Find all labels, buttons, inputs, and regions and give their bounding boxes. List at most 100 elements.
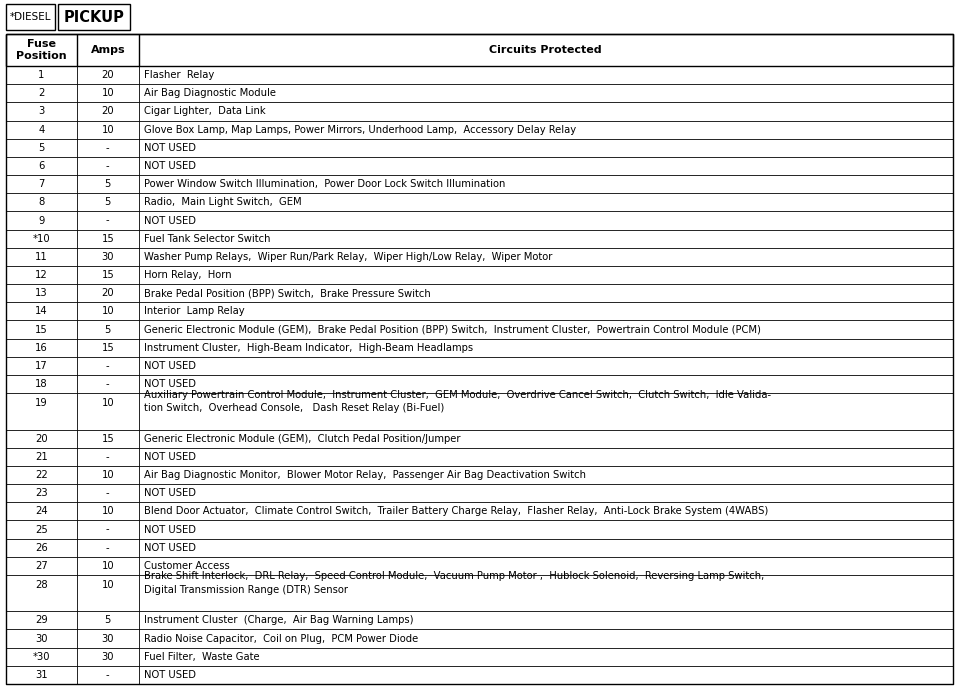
Text: Brake Pedal Position (BPP) Switch,  Brake Pressure Switch: Brake Pedal Position (BPP) Switch, Brake… [144, 288, 431, 298]
Text: Amps: Amps [90, 45, 125, 55]
Bar [6, 575, 953, 611]
Text: 12: 12 [35, 270, 48, 280]
Bar [6, 629, 953, 648]
Bar [6, 102, 953, 121]
Text: 30: 30 [102, 634, 114, 643]
Text: NOT USED: NOT USED [144, 452, 196, 462]
Bar [6, 212, 953, 230]
Text: NOT USED: NOT USED [144, 670, 196, 680]
Text: 26: 26 [35, 543, 48, 552]
Bar [6, 193, 953, 212]
Text: Fuel Filter,  Waste Gate: Fuel Filter, Waste Gate [144, 652, 259, 662]
Text: 10: 10 [102, 125, 114, 135]
Text: Flasher  Relay: Flasher Relay [144, 70, 214, 80]
Text: 20: 20 [102, 70, 114, 80]
Text: 20: 20 [35, 434, 48, 443]
Bar [6, 339, 953, 357]
Bar [6, 557, 953, 575]
Text: Washer Pump Relays,  Wiper Run/Park Relay,  Wiper High/Low Relay,  Wiper Motor: Washer Pump Relays, Wiper Run/Park Relay… [144, 252, 552, 262]
Text: -: - [106, 670, 109, 680]
Bar [6, 175, 953, 193]
Bar [6, 303, 953, 321]
Text: Air Bag Diagnostic Module: Air Bag Diagnostic Module [144, 88, 275, 99]
Bar [6, 230, 953, 248]
Text: 29: 29 [35, 616, 48, 625]
Text: 1: 1 [38, 70, 45, 80]
Text: 4: 4 [38, 125, 45, 135]
Text: Fuse
Position: Fuse Position [16, 39, 67, 61]
Text: Blend Door Actuator,  Climate Control Switch,  Trailer Battery Charge Relay,  Fl: Blend Door Actuator, Climate Control Swi… [144, 507, 768, 516]
Text: 15: 15 [102, 270, 114, 280]
Text: 10: 10 [102, 88, 114, 99]
Text: *DIESEL: *DIESEL [10, 12, 51, 22]
Bar [6, 502, 953, 520]
Text: -: - [106, 143, 109, 153]
Text: 3: 3 [38, 106, 45, 117]
Text: 30: 30 [102, 252, 114, 262]
Text: NOT USED: NOT USED [144, 543, 196, 552]
Text: Interior  Lamp Relay: Interior Lamp Relay [144, 306, 245, 316]
Text: Brake Shift Interlock,  DRL Relay,  Speed Control Module,  Vacuum Pump Motor ,  : Brake Shift Interlock, DRL Relay, Speed … [144, 571, 763, 595]
Text: 24: 24 [35, 507, 48, 516]
Text: 5: 5 [105, 325, 111, 335]
Text: 25: 25 [35, 525, 48, 534]
Text: 11: 11 [35, 252, 48, 262]
Text: -: - [106, 488, 109, 498]
Text: 10: 10 [102, 561, 114, 571]
Text: Radio Noise Capacitor,  Coil on Plug,  PCM Power Diode: Radio Noise Capacitor, Coil on Plug, PCM… [144, 634, 418, 643]
Text: 9: 9 [38, 216, 45, 226]
Text: 28: 28 [35, 580, 48, 590]
Text: Circuits Protected: Circuits Protected [489, 45, 602, 55]
Bar [6, 520, 953, 539]
Text: NOT USED: NOT USED [144, 379, 196, 389]
Text: 5: 5 [105, 197, 111, 208]
Text: 15: 15 [102, 434, 114, 443]
Text: 23: 23 [35, 488, 48, 498]
Text: -: - [106, 361, 109, 371]
Text: 10: 10 [102, 580, 114, 590]
Bar [6, 430, 953, 448]
Text: -: - [106, 379, 109, 389]
Text: NOT USED: NOT USED [144, 216, 196, 226]
Bar [6, 393, 953, 430]
Text: 31: 31 [35, 670, 48, 680]
Bar [6, 34, 953, 66]
Text: Fuel Tank Selector Switch: Fuel Tank Selector Switch [144, 234, 270, 244]
Text: 14: 14 [35, 306, 48, 316]
Bar [6, 66, 953, 84]
Bar [58, 4, 130, 30]
Text: Radio,  Main Light Switch,  GEM: Radio, Main Light Switch, GEM [144, 197, 301, 208]
Text: 15: 15 [35, 325, 48, 335]
Text: 5: 5 [105, 179, 111, 189]
Text: 19: 19 [35, 398, 48, 408]
Text: *30: *30 [33, 652, 50, 662]
Bar [6, 84, 953, 102]
Text: 5: 5 [38, 143, 45, 153]
Text: 5: 5 [105, 616, 111, 625]
Text: NOT USED: NOT USED [144, 143, 196, 153]
Text: Generic Electronic Module (GEM),  Brake Pedal Position (BPP) Switch,  Instrument: Generic Electronic Module (GEM), Brake P… [144, 325, 760, 335]
Text: -: - [106, 525, 109, 534]
Text: Glove Box Lamp, Map Lamps, Power Mirrors, Underhood Lamp,  Accessory Delay Relay: Glove Box Lamp, Map Lamps, Power Mirrors… [144, 125, 575, 135]
Bar [6, 4, 55, 30]
Text: NOT USED: NOT USED [144, 488, 196, 498]
Text: 18: 18 [35, 379, 48, 389]
Bar [6, 248, 953, 266]
Text: Instrument Cluster,  High-Beam Indicator,  High-Beam Headlamps: Instrument Cluster, High-Beam Indicator,… [144, 343, 473, 353]
Text: Customer Access: Customer Access [144, 561, 229, 571]
Text: 27: 27 [35, 561, 48, 571]
Bar [6, 611, 953, 629]
Text: 22: 22 [35, 470, 48, 480]
Text: 20: 20 [102, 106, 114, 117]
Text: 8: 8 [38, 197, 45, 208]
Text: Instrument Cluster  (Charge,  Air Bag Warning Lamps): Instrument Cluster (Charge, Air Bag Warn… [144, 616, 413, 625]
Text: PICKUP: PICKUP [63, 10, 125, 24]
Text: NOT USED: NOT USED [144, 361, 196, 371]
Bar [6, 321, 953, 339]
Text: Horn Relay,  Horn: Horn Relay, Horn [144, 270, 231, 280]
Bar [6, 284, 953, 303]
Text: -: - [106, 161, 109, 171]
Text: NOT USED: NOT USED [144, 161, 196, 171]
Text: 6: 6 [38, 161, 45, 171]
Text: 21: 21 [35, 452, 48, 462]
